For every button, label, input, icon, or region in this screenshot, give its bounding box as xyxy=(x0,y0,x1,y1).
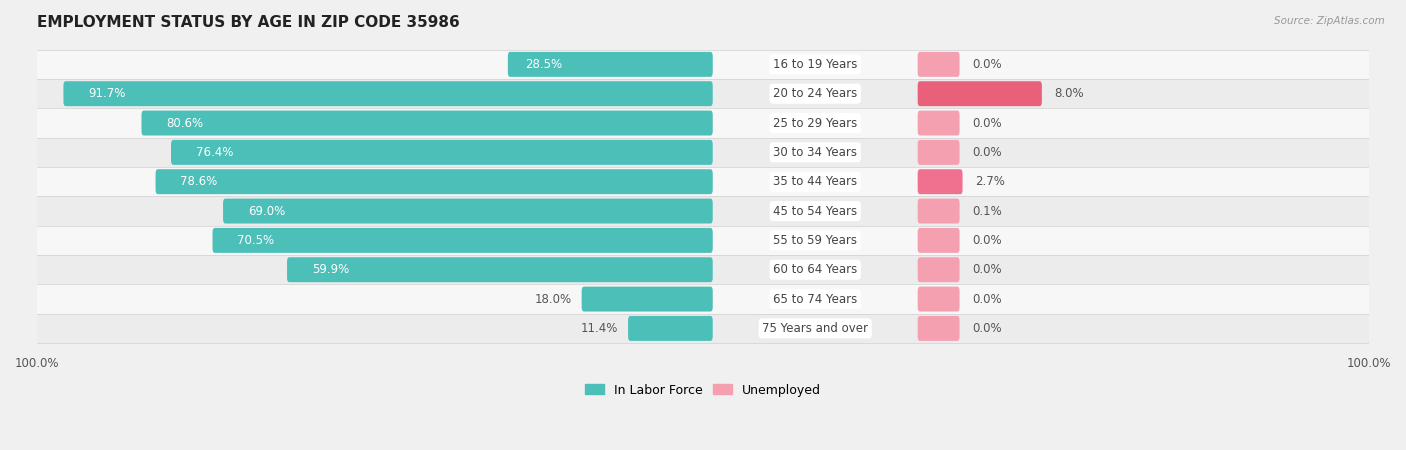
Text: 65 to 74 Years: 65 to 74 Years xyxy=(773,292,858,306)
FancyBboxPatch shape xyxy=(37,79,1369,108)
FancyBboxPatch shape xyxy=(224,198,713,224)
Text: 16 to 19 Years: 16 to 19 Years xyxy=(773,58,858,71)
FancyBboxPatch shape xyxy=(63,81,713,106)
Text: 55 to 59 Years: 55 to 59 Years xyxy=(773,234,858,247)
FancyBboxPatch shape xyxy=(37,314,1369,343)
Text: 0.0%: 0.0% xyxy=(973,58,1002,71)
FancyBboxPatch shape xyxy=(37,167,1369,196)
FancyBboxPatch shape xyxy=(918,287,959,311)
Text: 0.0%: 0.0% xyxy=(973,234,1002,247)
Text: 30 to 34 Years: 30 to 34 Years xyxy=(773,146,858,159)
Text: 20 to 24 Years: 20 to 24 Years xyxy=(773,87,858,100)
Text: 78.6%: 78.6% xyxy=(180,175,218,188)
Text: 2.7%: 2.7% xyxy=(976,175,1005,188)
FancyBboxPatch shape xyxy=(918,52,959,77)
Text: 76.4%: 76.4% xyxy=(195,146,233,159)
FancyBboxPatch shape xyxy=(37,138,1369,167)
Text: 0.1%: 0.1% xyxy=(973,205,1002,217)
Text: 0.0%: 0.0% xyxy=(973,292,1002,306)
FancyBboxPatch shape xyxy=(918,140,959,165)
Text: 8.0%: 8.0% xyxy=(1054,87,1084,100)
Text: 60 to 64 Years: 60 to 64 Years xyxy=(773,263,858,276)
FancyBboxPatch shape xyxy=(37,50,1369,79)
Text: 0.0%: 0.0% xyxy=(973,322,1002,335)
Text: 0.0%: 0.0% xyxy=(973,146,1002,159)
FancyBboxPatch shape xyxy=(37,108,1369,138)
Text: 80.6%: 80.6% xyxy=(166,117,204,130)
Text: 91.7%: 91.7% xyxy=(89,87,125,100)
FancyBboxPatch shape xyxy=(37,255,1369,284)
FancyBboxPatch shape xyxy=(918,81,1042,106)
Text: 11.4%: 11.4% xyxy=(581,322,619,335)
Text: 35 to 44 Years: 35 to 44 Years xyxy=(773,175,858,188)
FancyBboxPatch shape xyxy=(582,287,713,311)
FancyBboxPatch shape xyxy=(37,284,1369,314)
FancyBboxPatch shape xyxy=(918,316,959,341)
FancyBboxPatch shape xyxy=(37,196,1369,226)
Text: 25 to 29 Years: 25 to 29 Years xyxy=(773,117,858,130)
Text: 70.5%: 70.5% xyxy=(238,234,274,247)
FancyBboxPatch shape xyxy=(628,316,713,341)
Text: 45 to 54 Years: 45 to 54 Years xyxy=(773,205,858,217)
FancyBboxPatch shape xyxy=(918,169,963,194)
FancyBboxPatch shape xyxy=(37,226,1369,255)
Text: Source: ZipAtlas.com: Source: ZipAtlas.com xyxy=(1274,16,1385,26)
FancyBboxPatch shape xyxy=(918,228,959,253)
Text: 75 Years and over: 75 Years and over xyxy=(762,322,869,335)
FancyBboxPatch shape xyxy=(212,228,713,253)
Text: 69.0%: 69.0% xyxy=(247,205,285,217)
Text: 0.0%: 0.0% xyxy=(973,117,1002,130)
Text: EMPLOYMENT STATUS BY AGE IN ZIP CODE 35986: EMPLOYMENT STATUS BY AGE IN ZIP CODE 359… xyxy=(37,15,460,30)
FancyBboxPatch shape xyxy=(172,140,713,165)
FancyBboxPatch shape xyxy=(918,257,959,282)
FancyBboxPatch shape xyxy=(287,257,713,282)
Text: 59.9%: 59.9% xyxy=(312,263,349,276)
Text: 18.0%: 18.0% xyxy=(534,292,572,306)
FancyBboxPatch shape xyxy=(508,52,713,77)
FancyBboxPatch shape xyxy=(156,169,713,194)
FancyBboxPatch shape xyxy=(142,111,713,135)
Legend: In Labor Force, Unemployed: In Labor Force, Unemployed xyxy=(581,378,825,401)
Text: 0.0%: 0.0% xyxy=(973,263,1002,276)
FancyBboxPatch shape xyxy=(918,111,959,135)
Text: 28.5%: 28.5% xyxy=(524,58,562,71)
FancyBboxPatch shape xyxy=(918,198,959,224)
